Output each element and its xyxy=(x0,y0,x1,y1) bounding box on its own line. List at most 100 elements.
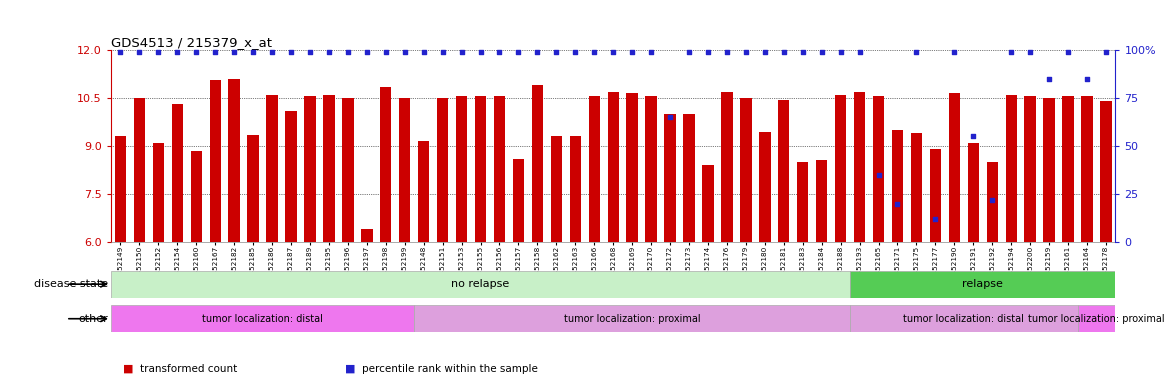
Bar xyxy=(683,114,695,242)
Text: tumor localization: distal: tumor localization: distal xyxy=(202,314,324,324)
Bar xyxy=(626,93,638,242)
Point xyxy=(187,49,206,55)
Bar xyxy=(361,229,373,242)
Point xyxy=(168,49,187,55)
Point xyxy=(641,49,660,55)
Bar xyxy=(797,162,808,242)
Text: tumor localization: proximal: tumor localization: proximal xyxy=(564,314,701,324)
Bar xyxy=(850,271,1115,298)
Bar xyxy=(209,80,221,242)
Point xyxy=(661,114,680,120)
Bar xyxy=(702,165,714,242)
Point xyxy=(1040,76,1058,82)
Point xyxy=(376,49,395,55)
Point xyxy=(869,172,888,178)
Bar xyxy=(133,98,145,242)
Bar xyxy=(872,96,884,242)
Point xyxy=(585,49,604,55)
Bar xyxy=(607,91,619,242)
Point xyxy=(150,49,168,55)
Bar xyxy=(835,95,847,242)
Bar xyxy=(930,149,941,242)
Bar xyxy=(892,130,903,242)
Bar xyxy=(399,98,410,242)
Bar xyxy=(229,79,239,242)
Bar xyxy=(285,111,297,242)
Bar xyxy=(1063,96,1073,242)
Bar xyxy=(475,96,486,242)
Point xyxy=(206,49,224,55)
Bar xyxy=(418,141,430,242)
Point xyxy=(452,49,471,55)
Point xyxy=(812,49,830,55)
Point xyxy=(1021,49,1040,55)
Bar xyxy=(531,85,543,242)
Point xyxy=(888,200,906,207)
Point xyxy=(604,49,623,55)
Point xyxy=(1097,49,1115,55)
Point xyxy=(793,49,812,55)
Text: ■: ■ xyxy=(123,364,133,374)
Bar xyxy=(513,159,524,242)
Bar xyxy=(967,143,979,242)
Point xyxy=(471,49,489,55)
Bar xyxy=(1082,96,1093,242)
Text: disease state: disease state xyxy=(35,279,109,289)
Bar xyxy=(111,305,415,332)
Bar xyxy=(911,133,922,242)
Bar xyxy=(589,96,600,242)
Bar xyxy=(759,132,771,242)
Point xyxy=(244,49,263,55)
Bar xyxy=(646,96,656,242)
Text: ■: ■ xyxy=(345,364,355,374)
Text: GDS4513 / 215379_x_at: GDS4513 / 215379_x_at xyxy=(111,36,272,49)
Bar xyxy=(111,271,850,298)
Point xyxy=(983,197,1002,203)
Point xyxy=(415,49,433,55)
Bar xyxy=(1078,305,1115,332)
Point xyxy=(680,49,698,55)
Bar xyxy=(437,98,449,242)
Bar xyxy=(1024,96,1036,242)
Bar xyxy=(850,305,1078,332)
Point xyxy=(850,49,869,55)
Text: percentile rank within the sample: percentile rank within the sample xyxy=(362,364,538,374)
Bar xyxy=(550,136,562,242)
Point xyxy=(224,49,243,55)
Bar xyxy=(1043,98,1055,242)
Bar xyxy=(266,95,278,242)
Bar xyxy=(190,151,202,242)
Bar xyxy=(570,136,580,242)
Point xyxy=(281,49,300,55)
Point xyxy=(945,49,964,55)
Point xyxy=(908,49,926,55)
Point xyxy=(339,49,357,55)
Point xyxy=(566,49,585,55)
Bar xyxy=(741,98,751,242)
Bar xyxy=(415,305,850,332)
Bar xyxy=(816,161,827,242)
Point xyxy=(1078,76,1097,82)
Point xyxy=(774,49,793,55)
Point xyxy=(737,49,756,55)
Bar xyxy=(114,136,126,242)
Point xyxy=(698,49,717,55)
Point xyxy=(964,133,982,139)
Bar xyxy=(248,135,259,242)
Point xyxy=(130,49,148,55)
Text: tumor localization: proximal: tumor localization: proximal xyxy=(1028,314,1164,324)
Text: relapse: relapse xyxy=(962,279,1003,289)
Text: no relapse: no relapse xyxy=(451,279,509,289)
Point xyxy=(926,216,945,222)
Bar xyxy=(153,143,164,242)
Point xyxy=(1002,49,1021,55)
Bar xyxy=(380,87,391,242)
Bar xyxy=(1100,101,1112,242)
Bar xyxy=(778,99,790,242)
Point xyxy=(717,49,736,55)
Point xyxy=(756,49,774,55)
Point xyxy=(396,49,415,55)
Bar xyxy=(342,98,354,242)
Point xyxy=(300,49,319,55)
Point xyxy=(1058,49,1077,55)
